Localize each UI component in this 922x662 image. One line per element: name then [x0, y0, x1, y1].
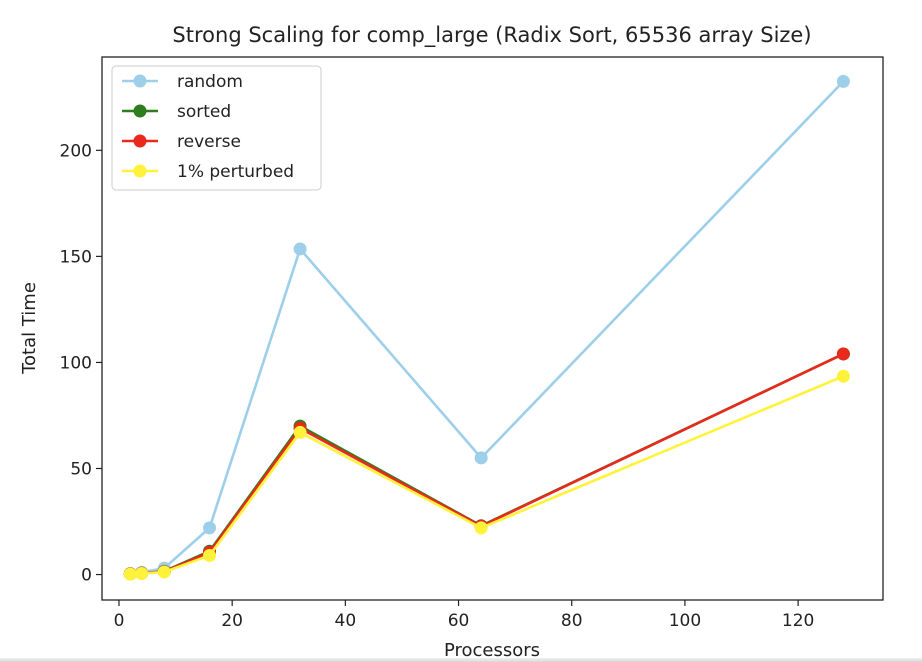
data-point [474, 451, 488, 465]
y-tick-label: 200 [60, 141, 92, 161]
series-line [130, 352, 844, 576]
x-axis-label: Processors [444, 640, 540, 661]
data-point [293, 242, 307, 256]
window-bottom-edge [0, 658, 922, 662]
y-tick-label: 100 [60, 353, 92, 373]
data-point [157, 565, 171, 579]
y-ticks: 0 50 100 150 200 [60, 141, 102, 586]
legend: random sorted reverse 1% perturbed [111, 65, 322, 191]
y-tick-label: 50 [70, 459, 92, 479]
x-tick-label: 0 [114, 611, 125, 631]
series-line [130, 352, 844, 576]
x-tick-label: 100 [669, 611, 701, 631]
legend-label: sorted [177, 102, 231, 122]
data-point [293, 425, 307, 439]
x-tick-label: 20 [221, 611, 243, 631]
chart-title: Strong Scaling for comp_large (Radix Sor… [172, 23, 811, 48]
legend-label: 1% perturbed [177, 162, 294, 182]
data-point [135, 566, 149, 580]
data-point [203, 521, 217, 535]
data-point [203, 548, 217, 562]
x-ticks: 0 20 40 60 80 100 120 [114, 600, 814, 631]
legend-swatch-marker [133, 74, 147, 88]
legend-label: reverse [177, 132, 241, 152]
legend-swatch-marker [133, 134, 147, 148]
x-tick-label: 80 [561, 611, 583, 631]
legend-box [111, 65, 322, 191]
legend-swatch-marker [133, 104, 147, 118]
x-tick-label: 60 [448, 611, 470, 631]
series-lines [123, 74, 850, 581]
legend-label: random [177, 72, 243, 92]
data-point [836, 74, 850, 88]
data-point [836, 369, 850, 383]
y-axis-label: Total Time [19, 282, 40, 375]
y-tick-label: 150 [60, 247, 92, 267]
legend-swatch-marker [133, 164, 147, 178]
data-point [123, 567, 137, 581]
x-tick-label: 40 [335, 611, 357, 631]
data-point [474, 521, 488, 535]
x-tick-label: 120 [782, 611, 814, 631]
data-point [836, 347, 850, 361]
y-tick-label: 0 [81, 566, 92, 586]
plot-frame [101, 56, 884, 601]
